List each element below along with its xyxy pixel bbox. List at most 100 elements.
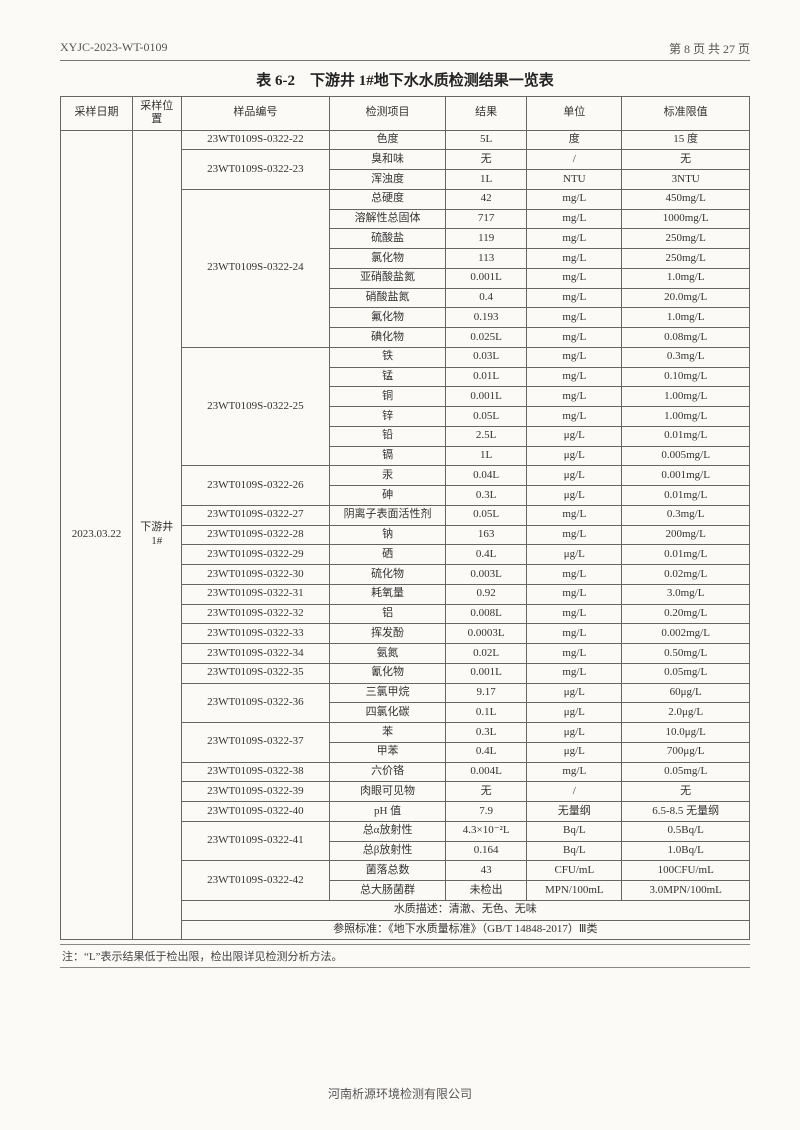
cell-result: 0.001L [446, 663, 527, 683]
cell-sample: 23WT0109S-0322-36 [181, 683, 329, 723]
cell-unit: mg/L [527, 762, 622, 782]
cell-limit: 0.3mg/L [622, 347, 750, 367]
cell-limit: 0.05mg/L [622, 762, 750, 782]
cell-limit: 250mg/L [622, 249, 750, 269]
cell-item: 氨氮 [330, 644, 446, 664]
cell-item: 总β放射性 [330, 841, 446, 861]
cell-result: 0.003L [446, 565, 527, 585]
cell-limit: 1.0mg/L [622, 268, 750, 288]
cell-limit: 1.00mg/L [622, 387, 750, 407]
cell-result: 0.008L [446, 604, 527, 624]
cell-item: 汞 [330, 466, 446, 486]
cell-limit: 0.10mg/L [622, 367, 750, 387]
cell-limit: 10.0μg/L [622, 723, 750, 743]
col-item: 检测项目 [330, 97, 446, 131]
cell-limit: 200mg/L [622, 525, 750, 545]
cell-unit: μg/L [527, 486, 622, 506]
cell-item: 碘化物 [330, 328, 446, 348]
cell-result: 0.025L [446, 328, 527, 348]
cell-unit: μg/L [527, 723, 622, 743]
cell-limit: 1.00mg/L [622, 407, 750, 427]
cell-result: 5L [446, 130, 527, 150]
cell-unit: mg/L [527, 209, 622, 229]
cell-sample: 23WT0109S-0322-42 [181, 861, 329, 901]
cell-limit: 15 度 [622, 130, 750, 150]
cell-result: 7.9 [446, 802, 527, 822]
cell-result: 0.3L [446, 486, 527, 506]
cell-sample: 23WT0109S-0322-37 [181, 723, 329, 763]
cell-item: 氯化物 [330, 249, 446, 269]
cell-unit: mg/L [527, 328, 622, 348]
cell-result: 0.92 [446, 584, 527, 604]
cell-limit: 1000mg/L [622, 209, 750, 229]
cell-result: 0.193 [446, 308, 527, 328]
cell-description: 水质描述：清澈、无色、无味 [181, 900, 749, 920]
cell-unit: Bq/L [527, 821, 622, 841]
cell-result: 42 [446, 189, 527, 209]
cell-unit: mg/L [527, 624, 622, 644]
cell-sample: 23WT0109S-0322-22 [181, 130, 329, 150]
cell-item: 氟化物 [330, 308, 446, 328]
cell-unit: μg/L [527, 466, 622, 486]
cell-item: 硒 [330, 545, 446, 565]
cell-item: 甲苯 [330, 742, 446, 762]
cell-limit: 3.0mg/L [622, 584, 750, 604]
cell-limit: 0.08mg/L [622, 328, 750, 348]
cell-item: 锌 [330, 407, 446, 427]
table-header-row: 采样日期 采样位置 样品编号 检测项目 结果 单位 标准限值 [61, 97, 750, 131]
cell-result: 0.004L [446, 762, 527, 782]
cell-sample: 23WT0109S-0322-39 [181, 782, 329, 802]
cell-result: 0.04L [446, 466, 527, 486]
cell-unit: mg/L [527, 387, 622, 407]
cell-result: 0.1L [446, 703, 527, 723]
cell-item: 硝酸盐氮 [330, 288, 446, 308]
cell-limit: 1.0Bq/L [622, 841, 750, 861]
cell-item: 菌落总数 [330, 861, 446, 881]
cell-result: 119 [446, 229, 527, 249]
cell-item: 锰 [330, 367, 446, 387]
cell-result: 163 [446, 525, 527, 545]
col-limit: 标准限值 [622, 97, 750, 131]
cell-item: 六价铬 [330, 762, 446, 782]
cell-unit: mg/L [527, 584, 622, 604]
cell-limit: 0.20mg/L [622, 604, 750, 624]
cell-item: 镉 [330, 446, 446, 466]
cell-result: 1L [446, 446, 527, 466]
col-unit: 单位 [527, 97, 622, 131]
cell-limit: 100CFU/mL [622, 861, 750, 881]
cell-limit: 6.5-8.5 无量纲 [622, 802, 750, 822]
cell-item: 氰化物 [330, 663, 446, 683]
cell-result: 43 [446, 861, 527, 881]
cell-sample: 23WT0109S-0322-23 [181, 150, 329, 190]
cell-item: 耗氧量 [330, 584, 446, 604]
cell-result: 0.02L [446, 644, 527, 664]
col-result: 结果 [446, 97, 527, 131]
cell-result: 0.4L [446, 545, 527, 565]
cell-limit: 0.01mg/L [622, 426, 750, 446]
cell-sample: 23WT0109S-0322-24 [181, 189, 329, 347]
cell-unit: μg/L [527, 703, 622, 723]
cell-limit: 无 [622, 782, 750, 802]
cell-item: 四氯化碳 [330, 703, 446, 723]
cell-sample: 23WT0109S-0322-35 [181, 663, 329, 683]
cell-limit: 250mg/L [622, 229, 750, 249]
cell-sample: 23WT0109S-0322-34 [181, 644, 329, 664]
cell-item: 铅 [330, 426, 446, 446]
cell-limit: 0.001mg/L [622, 466, 750, 486]
cell-item: 铝 [330, 604, 446, 624]
cell-item: 硫酸盐 [330, 229, 446, 249]
cell-unit: CFU/mL [527, 861, 622, 881]
cell-result: 0.001L [446, 387, 527, 407]
cell-item: 砷 [330, 486, 446, 506]
cell-result: 0.4 [446, 288, 527, 308]
cell-unit: μg/L [527, 742, 622, 762]
cell-item: 钠 [330, 525, 446, 545]
page-info: 第 8 页 共 27 页 [669, 40, 750, 57]
cell-item: 亚硝酸盐氮 [330, 268, 446, 288]
cell-standard: 参照标准：《地下水质量标准》（GB/T 14848-2017）Ⅲ类 [181, 920, 749, 940]
cell-item: 总大肠菌群 [330, 881, 446, 901]
cell-unit: mg/L [527, 347, 622, 367]
cell-sample: 23WT0109S-0322-25 [181, 347, 329, 466]
cell-unit: mg/L [527, 268, 622, 288]
cell-sample: 23WT0109S-0322-28 [181, 525, 329, 545]
